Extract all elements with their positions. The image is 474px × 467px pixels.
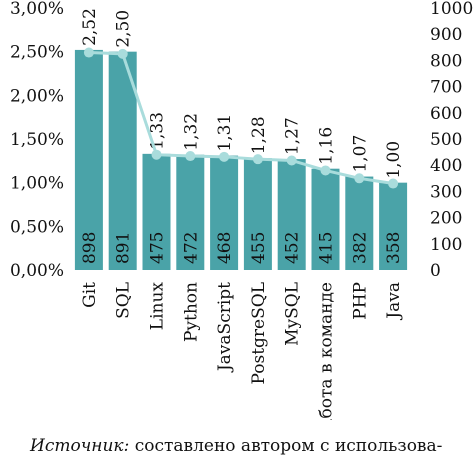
line-marker — [185, 151, 196, 162]
line-marker — [354, 173, 365, 184]
bar — [210, 155, 239, 270]
category-label: Linux — [148, 282, 168, 331]
bar-count-label: 415 — [317, 232, 337, 264]
right-tick-label: 900 — [430, 25, 462, 45]
bar-value-label: 1,28 — [249, 116, 269, 154]
bar — [277, 159, 306, 270]
category-label: Java — [384, 282, 404, 321]
bar — [243, 158, 272, 270]
bar — [142, 153, 171, 270]
bar-count-label: 898 — [80, 232, 100, 264]
category-labels: Git SQL Linux Python JavaScript PostgreSQL MyS… — [80, 282, 404, 420]
right-tick-label: 600 — [430, 104, 462, 124]
bar — [379, 182, 408, 270]
category-label: SQL — [114, 282, 134, 319]
line-marker — [320, 165, 331, 176]
bar-count-label: 382 — [350, 232, 370, 264]
right-tick-label: 800 — [430, 51, 462, 71]
bar-value-label: 1,33 — [148, 112, 168, 150]
bar-count-label: 475 — [148, 232, 168, 264]
line-marker — [117, 48, 128, 59]
bar — [311, 168, 340, 270]
left-axis: 0,00% 0,50% 1,00% 1,50% 2,00% 2,50% 3,00% — [10, 0, 64, 281]
bar-count-label: 468 — [215, 232, 235, 264]
bar — [345, 176, 374, 270]
right-tick-label: 300 — [430, 182, 462, 202]
bar-count-label: 472 — [181, 232, 201, 264]
source-text: составлено автором с использова- — [129, 436, 443, 456]
right-tick-label: 500 — [430, 130, 462, 150]
category-label: PostgreSQL — [249, 282, 269, 384]
right-tick-label: 100 — [430, 235, 462, 255]
category-label: Git — [80, 282, 100, 308]
bar-value-label: 1,32 — [181, 113, 201, 151]
bar-value-label: 1,16 — [317, 127, 337, 165]
right-tick-label: 700 — [430, 78, 462, 98]
right-tick-label: 200 — [430, 209, 462, 229]
right-axis: 0 100 200 300 400 500 600 700 800 900 1000 — [430, 0, 473, 281]
left-tick-label: 0,00% — [10, 261, 64, 281]
left-tick-label: 0,50% — [10, 217, 64, 237]
line-series — [83, 47, 399, 189]
category-label: PHP — [350, 282, 370, 320]
bar-count-label: 358 — [384, 232, 404, 264]
bar-value-label: 1,00 — [384, 141, 404, 179]
line-marker — [83, 47, 94, 58]
bar-value-label: 1,31 — [215, 114, 235, 152]
bar-value-label: 2,52 — [80, 8, 100, 46]
category-label: Python — [181, 282, 201, 342]
source-note: Источник: составлено автором с использов… — [30, 436, 474, 456]
bar — [108, 51, 137, 270]
line-marker — [286, 155, 297, 166]
line-marker — [388, 178, 399, 189]
bar-count-label: 891 — [114, 232, 134, 264]
bar-count-label: 452 — [283, 232, 303, 264]
bar — [176, 154, 205, 270]
left-tick-label: 2,00% — [10, 86, 64, 106]
category-label: MySQL — [283, 282, 303, 346]
bar-value-label: 1,07 — [350, 135, 370, 173]
left-tick-label: 1,50% — [10, 130, 64, 150]
category-label: JavaScript — [215, 282, 235, 373]
left-tick-label: 1,00% — [10, 174, 64, 194]
right-tick-label: 400 — [430, 156, 462, 176]
category-label: Работа в команде — [317, 282, 337, 420]
bar-value-label: 1,27 — [283, 117, 303, 155]
bar-value-label: 2,50 — [114, 10, 134, 48]
left-tick-label: 3,00% — [10, 0, 64, 19]
bar — [74, 49, 103, 270]
bar-series: 2,52 898 2,50 891 1,33 475 1,32 472 1,31 468 1,28 4… — [74, 8, 408, 270]
left-tick-label: 2,50% — [10, 43, 64, 63]
chart: 0,00% 0,50% 1,00% 1,50% 2,00% 2,50% 3,00% 0 100… — [10, 0, 473, 420]
line-marker — [151, 149, 162, 160]
line-path — [88, 51, 394, 186]
line-marker — [252, 154, 263, 165]
right-tick-label: 1000 — [430, 0, 473, 19]
right-tick-label: 0 — [430, 261, 441, 281]
bar-count-label: 455 — [249, 232, 269, 264]
source-lead: Источник: — [30, 436, 130, 456]
line-marker — [219, 151, 230, 162]
